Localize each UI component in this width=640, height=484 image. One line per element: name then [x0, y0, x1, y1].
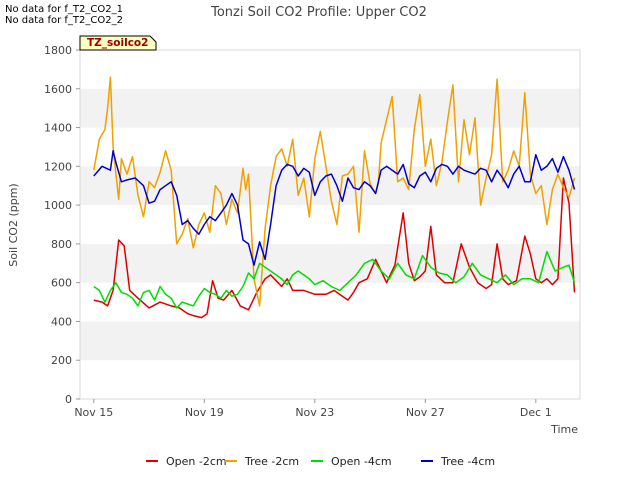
grid-band — [80, 243, 580, 283]
plot-area — [79, 49, 581, 400]
series-lines — [93, 76, 576, 319]
grid-band — [80, 88, 580, 128]
y-tick-label: 1800 — [44, 44, 72, 57]
legend: Open -2cm Tree -2cm Open -4cm Tree -4cm — [146, 455, 495, 468]
x-tick-label: Nov 23 — [295, 406, 334, 419]
y-tick-label: 1600 — [44, 83, 72, 96]
y-axis: 0 200 400 600 800 1000 1200 1400 1600 1800 — [44, 44, 80, 406]
x-tick-label: Nov 15 — [74, 406, 113, 419]
x-tick-label: Dec 1 — [520, 406, 552, 419]
x-axis-label: Time — [550, 423, 578, 436]
legend-label-open-2cm: Open -2cm — [166, 455, 227, 468]
y-axis-label: Soil CO2 (ppm) — [7, 183, 20, 266]
y-tick-label: 400 — [51, 315, 72, 328]
x-tick-label: Nov 19 — [185, 406, 224, 419]
no-data-note-1: No data for f_T2_CO2_1 — [5, 4, 123, 15]
tag-text: TZ_soilco2 — [87, 37, 148, 49]
y-tick-label: 1200 — [44, 160, 72, 173]
y-tick-label: 600 — [51, 277, 72, 290]
x-tick-label: Nov 27 — [406, 406, 445, 419]
x-axis: Nov 15 Nov 19 Nov 23 Nov 27 Dec 1 — [74, 399, 552, 419]
y-tick-label: 1400 — [44, 122, 72, 135]
background-bands — [80, 88, 580, 361]
series-line-open-4cm — [93, 250, 576, 309]
tag-label: TZ_soilco2 — [79, 35, 157, 51]
y-tick-label: 1000 — [44, 199, 72, 212]
y-tick-label: 0 — [65, 393, 72, 406]
series-line-tree-2cm — [93, 76, 576, 307]
legend-label-tree-2cm: Tree -2cm — [244, 455, 299, 468]
chart-title: Tonzi Soil CO2 Profile: Upper CO2 — [210, 5, 427, 20]
grid-band — [80, 321, 580, 361]
legend-label-open-4cm: Open -4cm — [331, 455, 392, 468]
series-line-open-2cm — [93, 177, 576, 319]
legend-label-tree-4cm: Tree -4cm — [440, 455, 495, 468]
no-data-note-2: No data for f_T2_CO2_2 — [5, 15, 123, 26]
series-line-tree-4cm — [93, 150, 576, 266]
y-tick-label: 200 — [51, 354, 72, 367]
y-tick-label: 800 — [51, 238, 72, 251]
